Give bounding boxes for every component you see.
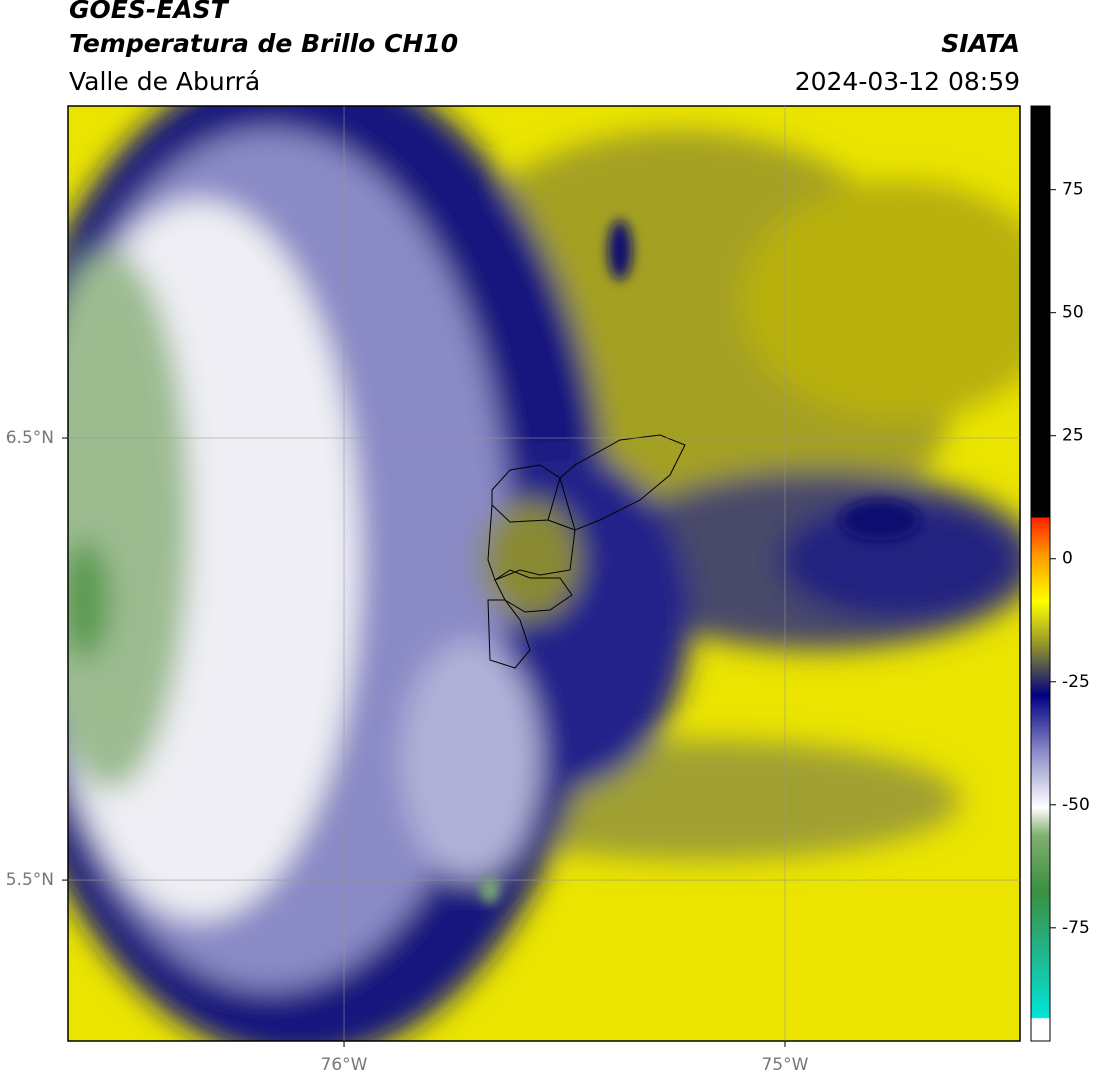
colorbar-tick-label: 0: [1062, 549, 1073, 569]
colorbar-tick-label: -75: [1062, 918, 1090, 938]
map-image: [68, 106, 1020, 1041]
colorbar-tick-label: 25: [1062, 426, 1084, 446]
colorbar-tick-label: -25: [1062, 672, 1090, 692]
boundaries: [487, 434, 686, 669]
colorbar: [1030, 105, 1051, 1042]
y-tick-label: 5.5°N: [6, 870, 54, 890]
map-frame: [67, 105, 1021, 1042]
colorbar-tick-label: -50: [1062, 795, 1090, 815]
title: GOES-EAST: [69, 0, 230, 24]
colorbar-tick-label: 75: [1062, 180, 1084, 200]
x-tick-label: 75°W: [761, 1055, 808, 1075]
y-tick-label: 6.5°N: [6, 428, 54, 448]
x-tick-label: 76°W: [321, 1055, 368, 1075]
timestamp: 2024-03-12 08:59: [795, 67, 1020, 96]
colorbar-tick-label: 50: [1062, 303, 1084, 323]
agency: SIATA: [941, 29, 1020, 58]
subtitle: Temperatura de Brillo CH10: [69, 29, 458, 58]
region: Valle de Aburrá: [69, 67, 260, 96]
